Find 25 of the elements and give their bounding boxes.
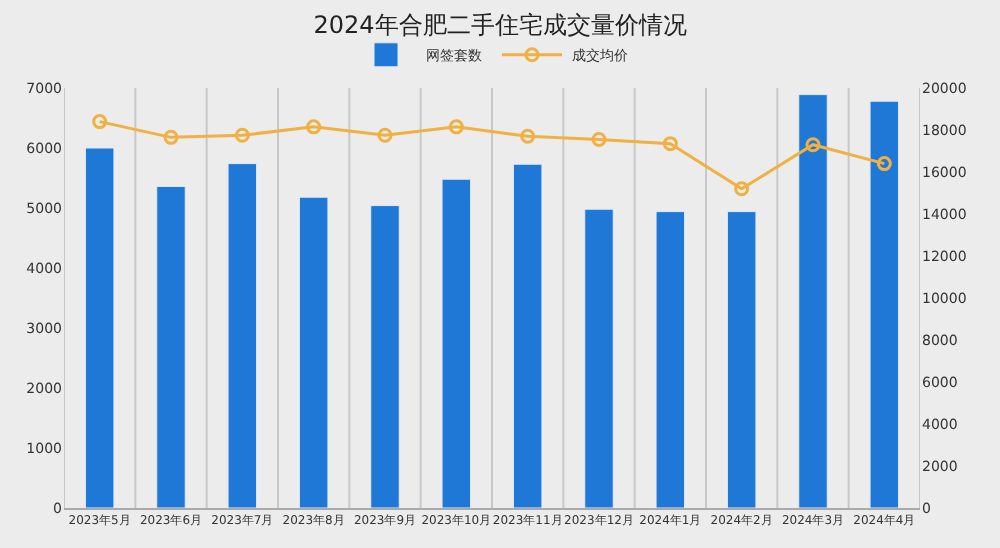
bar	[655, 211, 686, 508]
point	[734, 181, 750, 197]
bar	[227, 163, 258, 508]
bar	[512, 163, 543, 508]
point	[662, 136, 678, 152]
point	[520, 128, 536, 144]
point	[591, 131, 607, 147]
bar	[726, 211, 757, 508]
point	[92, 114, 108, 130]
bar	[84, 147, 115, 508]
bar	[441, 178, 472, 508]
bar	[869, 100, 900, 508]
point	[163, 129, 179, 145]
point	[306, 119, 322, 135]
point	[377, 127, 393, 143]
bar	[298, 196, 329, 508]
bar	[584, 208, 614, 508]
bar	[798, 94, 828, 508]
chart-title: 2024年合肥二手住宅成交量价情况	[313, 11, 687, 40]
point	[234, 127, 250, 143]
point	[876, 156, 892, 172]
bar	[370, 205, 400, 508]
point	[805, 137, 821, 153]
bar	[156, 185, 186, 508]
point	[448, 119, 464, 135]
